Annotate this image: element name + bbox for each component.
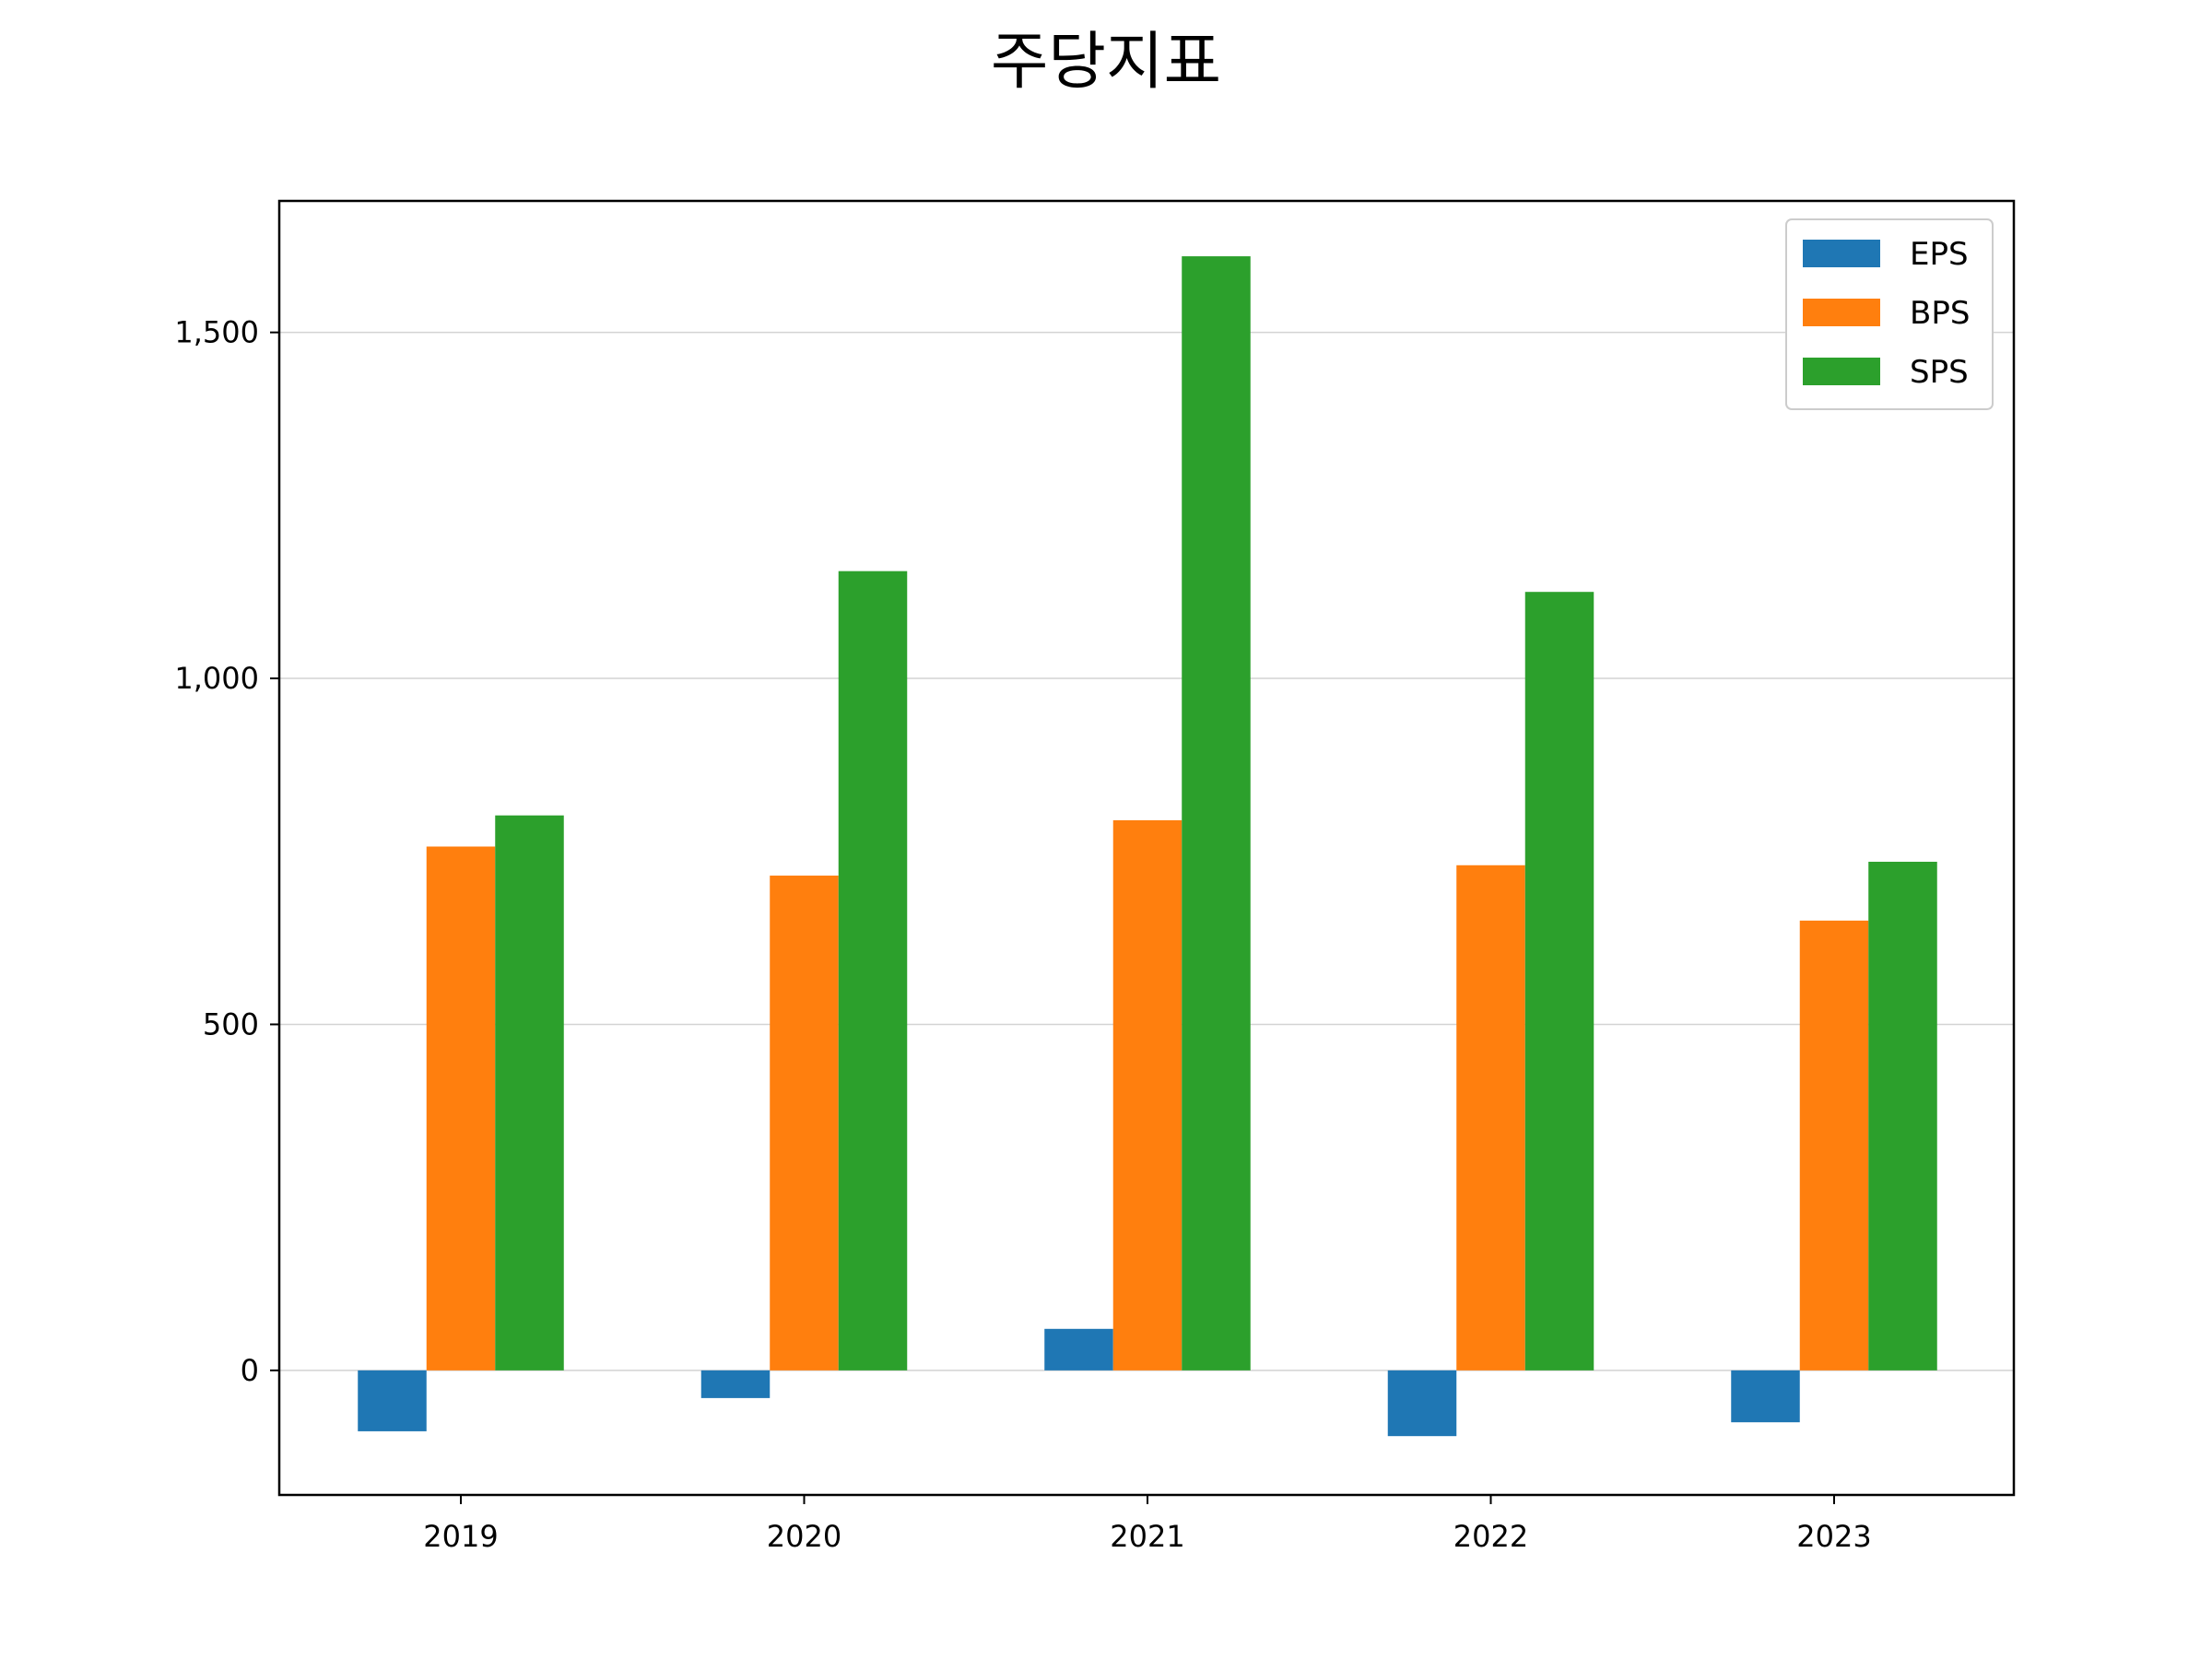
bar-sps-2019 [495,815,564,1371]
y-tick-label: 1,500 [174,315,259,350]
bar-eps-2023 [1731,1370,1800,1423]
legend-swatch-bps [1803,299,1880,326]
y-tick-label: 500 [203,1006,259,1041]
x-tick-label: 2020 [767,1519,841,1554]
bar-eps-2022 [1387,1370,1457,1437]
legend: EPS BPS SPS [1785,218,1994,410]
legend-swatch-eps [1803,240,1880,267]
bar-bps-2019 [426,846,496,1371]
bar-sps-2023 [1868,862,1937,1371]
chart-title: 주당지표 [991,26,1221,99]
bars [358,256,1937,1437]
legend-label-bps: BPS [1910,295,1970,332]
y-tick-label: 0 [241,1353,259,1388]
legend-swatch-sps [1803,358,1880,385]
y-tick-label: 1,000 [174,661,259,696]
bar-eps-2020 [700,1370,771,1398]
bar-sps-2022 [1524,592,1594,1371]
bar-bps-2022 [1456,865,1525,1371]
x-tick-label: 2021 [1110,1519,1184,1554]
bar-bps-2021 [1112,819,1182,1371]
legend-label-eps: EPS [1910,236,1969,273]
bar-eps-2021 [1044,1328,1113,1371]
x-tick-label: 2022 [1453,1519,1528,1554]
legend-label-sps: SPS [1910,354,1969,391]
bar-eps-2019 [358,1370,427,1431]
bar-bps-2020 [770,876,839,1371]
axes: 0 500 1,000 1,500 2019 2020 2021 2022 2023 [174,199,2016,1554]
bar-bps-2023 [1799,920,1869,1371]
x-tick-label: 2019 [423,1519,498,1554]
bar-sps-2020 [838,571,908,1371]
x-tick-label: 2023 [1796,1519,1871,1554]
bar-sps-2021 [1182,256,1251,1371]
